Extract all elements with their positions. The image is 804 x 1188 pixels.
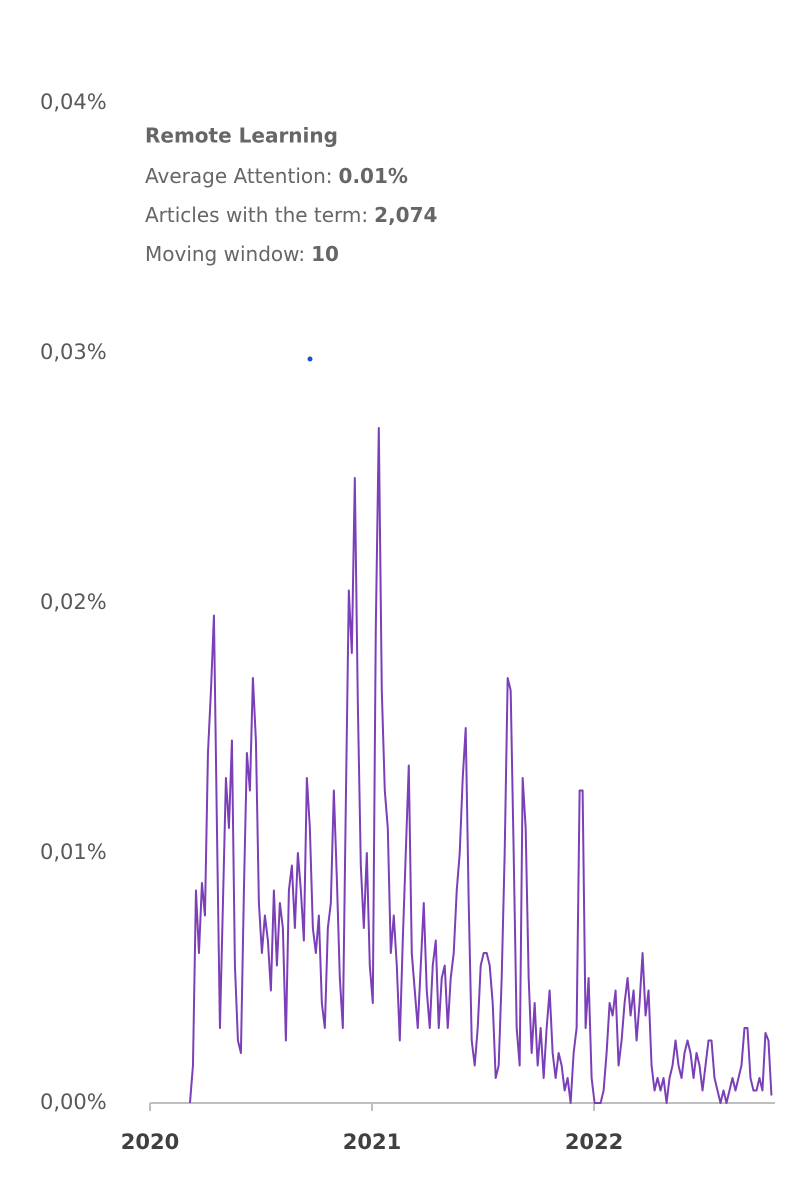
line (188, 427, 773, 1104)
tooltip-line: Moving window: 10 (145, 242, 339, 266)
y-tick-label: 0,00% (40, 1090, 107, 1114)
tooltip-value: 2,074 (374, 203, 437, 227)
tooltip-title: Remote Learning (145, 124, 338, 148)
x-tick-label: 2021 (343, 1130, 401, 1154)
tooltip-label: Articles with the term: (145, 203, 368, 227)
y-tick-label: 0,03% (40, 340, 107, 364)
x-tick-label: 2022 (565, 1130, 623, 1154)
y-tick-label: 0,02% (40, 590, 107, 614)
tooltip-line: Articles with the term: 2,074 (145, 203, 437, 227)
tooltip-line: Average Attention: 0.01% (145, 164, 408, 188)
tooltip: Remote Learning Average Attention: 0.01% … (145, 124, 437, 266)
tooltip-label: Moving window: (145, 242, 305, 266)
x-tick-label: 2020 (121, 1130, 179, 1154)
tooltip-value: 10 (311, 242, 339, 266)
y-tick-label: 0,04% (40, 90, 107, 114)
y-tick-label: 0,01% (40, 840, 107, 864)
tooltip-label: Average Attention: (145, 164, 333, 188)
tooltip-value: 0.01% (339, 164, 408, 188)
cursor-dot (307, 356, 313, 362)
